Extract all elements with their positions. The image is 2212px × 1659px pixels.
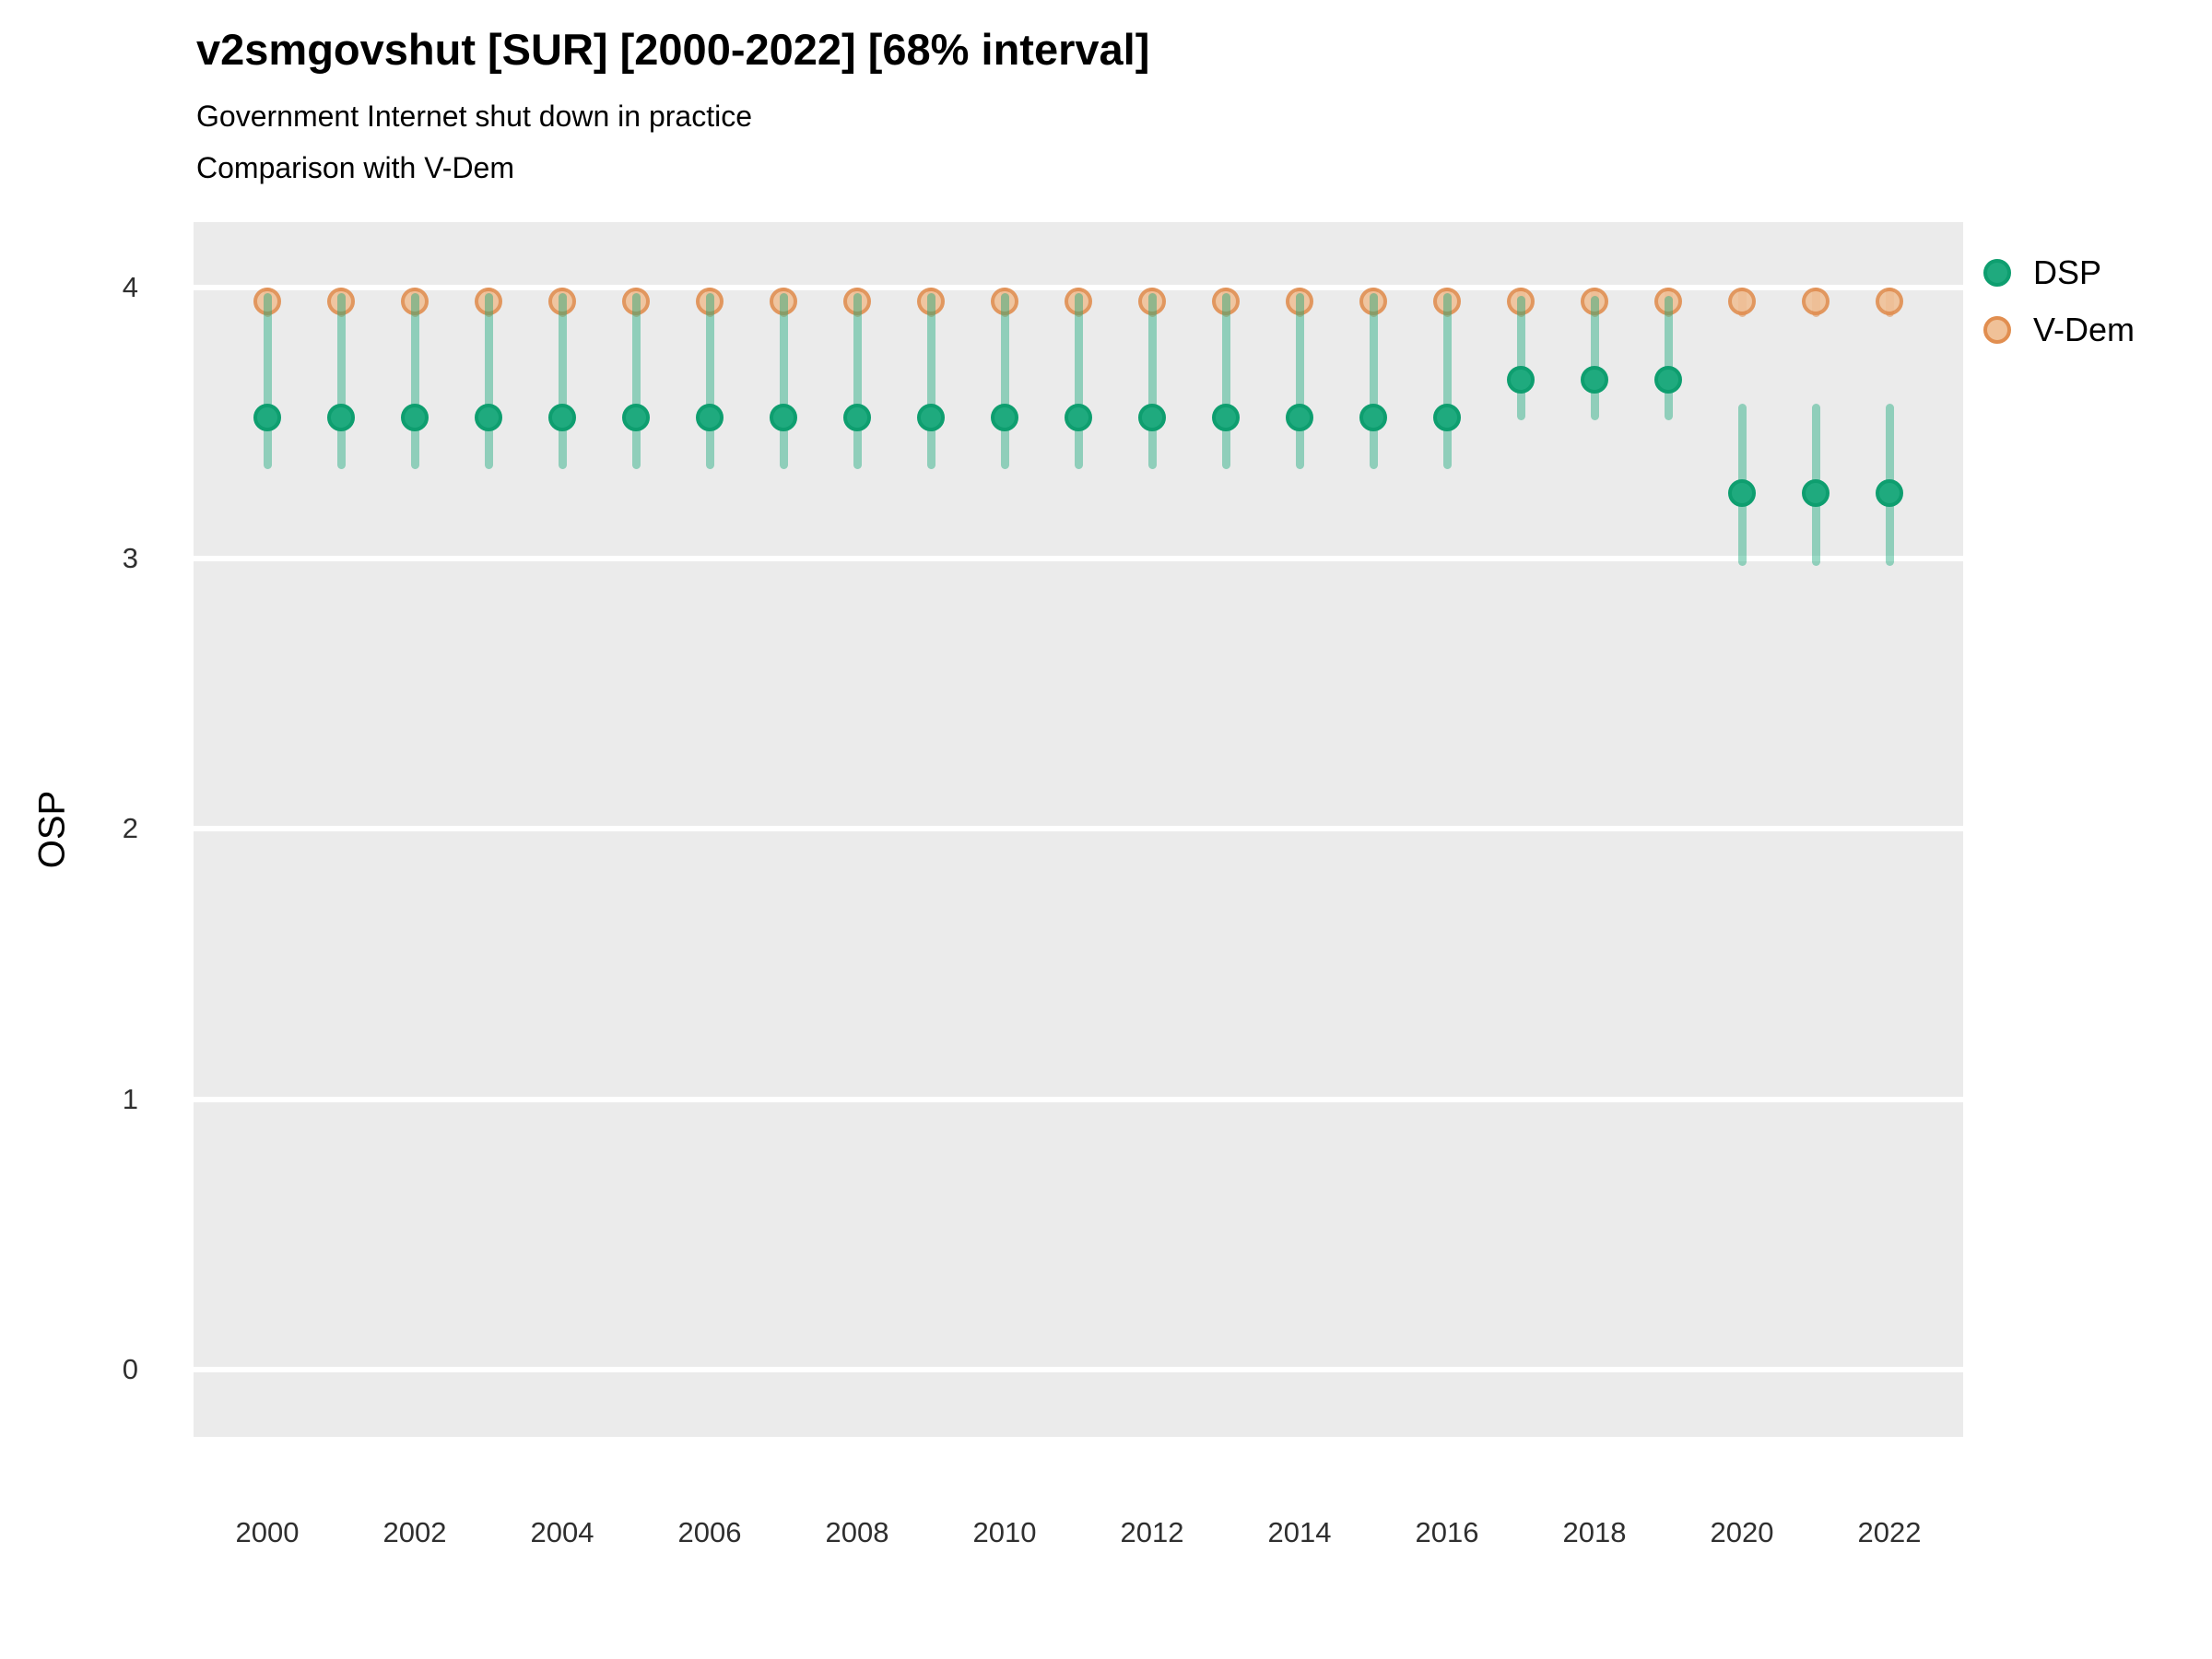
vdem-point-2009 (917, 287, 945, 315)
vdem-point-2015 (1359, 287, 1387, 315)
gridline-y-0 (194, 1367, 1963, 1372)
dsp-interval-2010 (1000, 292, 1009, 469)
dsp-point-2002 (401, 403, 429, 431)
vdem-point-2020 (1728, 287, 1756, 315)
dsp-interval-2019 (1664, 295, 1673, 420)
dsp-point-2022 (1876, 479, 1903, 508)
x-tick-label-2000: 2000 (235, 1516, 300, 1548)
dsp-point-2007 (770, 403, 797, 431)
x-tick-label-2016: 2016 (1415, 1516, 1479, 1548)
dsp-point-2018 (1581, 365, 1608, 394)
vdem-point-2008 (843, 287, 871, 315)
chart-subtitle: Government Internet shut down in practic… (196, 100, 752, 133)
dsp-interval-2013 (1221, 292, 1230, 469)
dsp-interval-2003 (484, 292, 493, 469)
legend: DSP V-Dem (1983, 251, 2135, 365)
dsp-point-2000 (253, 403, 281, 431)
dsp-interval-2000 (263, 292, 272, 469)
y-tick-label-4: 4 (122, 271, 138, 303)
y-tick-label-0: 0 (122, 1353, 138, 1385)
y-tick-label-2: 2 (122, 812, 138, 844)
x-tick-label-2008: 2008 (825, 1516, 889, 1548)
dsp-interval-2009 (926, 292, 935, 469)
vdem-point-2017 (1507, 287, 1535, 315)
x-tick-label-2004: 2004 (530, 1516, 594, 1548)
dsp-point-2014 (1286, 403, 1313, 431)
x-tick-label-2002: 2002 (382, 1516, 447, 1548)
legend-entry-vdem: V-Dem (1983, 308, 2135, 352)
dsp-point-2017 (1507, 365, 1535, 394)
chart-title: v2smgovshut [SUR] [2000-2022] [68% inter… (196, 25, 1150, 74)
vdem-point-2019 (1654, 287, 1682, 315)
vdem-point-2014 (1286, 287, 1313, 315)
dsp-interval-2012 (1147, 292, 1157, 469)
dsp-interval-2015 (1369, 292, 1378, 469)
x-tick-label-2012: 2012 (1120, 1516, 1184, 1548)
dsp-interval-2006 (705, 292, 714, 469)
dsp-interval-2007 (779, 292, 788, 469)
gridline-y-2 (194, 826, 1963, 831)
dsp-interval-2018 (1590, 295, 1599, 420)
dsp-point-2011 (1065, 403, 1092, 431)
dsp-interval-2014 (1295, 292, 1304, 469)
dsp-point-2019 (1654, 365, 1682, 394)
x-tick-label-2022: 2022 (1857, 1516, 1922, 1548)
vdem-point-2000 (253, 287, 281, 315)
dsp-point-2010 (991, 403, 1018, 431)
dsp-point-2001 (327, 403, 355, 431)
vdem-point-2005 (622, 287, 650, 315)
vdem-point-2006 (696, 287, 724, 315)
vdem-point-2011 (1065, 287, 1092, 315)
vdem-point-icon (1983, 316, 2011, 344)
dsp-interval-2001 (336, 292, 346, 469)
legend-label-dsp: DSP (2033, 253, 2102, 291)
y-tick-label-3: 3 (122, 541, 138, 574)
dsp-interval-2002 (410, 292, 419, 469)
x-tick-label-2006: 2006 (677, 1516, 742, 1548)
y-tick-label-1: 1 (122, 1082, 138, 1115)
vdem-point-2007 (770, 287, 797, 315)
dsp-point-2005 (622, 403, 650, 431)
dsp-interval-2017 (1516, 295, 1525, 420)
dsp-interval-2008 (853, 292, 862, 469)
vdem-point-2003 (475, 287, 502, 315)
dsp-interval-2005 (631, 292, 641, 469)
dsp-point-2015 (1359, 403, 1387, 431)
legend-label-vdem: V-Dem (2033, 311, 2136, 348)
vdem-point-2004 (548, 287, 576, 315)
vdem-point-2016 (1433, 287, 1461, 315)
vdem-point-2021 (1802, 287, 1830, 315)
dsp-interval-2004 (558, 292, 567, 469)
dsp-interval-2011 (1074, 292, 1083, 469)
dsp-point-2012 (1138, 403, 1166, 431)
vdem-point-2013 (1212, 287, 1240, 315)
x-tick-label-2018: 2018 (1562, 1516, 1627, 1548)
dsp-point-2009 (917, 403, 945, 431)
x-tick-label-2020: 2020 (1710, 1516, 1774, 1548)
plot-panel (194, 222, 1963, 1437)
vdem-point-2002 (401, 287, 429, 315)
legend-entry-dsp: DSP (1983, 251, 2135, 295)
dsp-point-2021 (1802, 479, 1830, 508)
dsp-point-2003 (475, 403, 502, 431)
gridline-y-1 (194, 1096, 1963, 1102)
x-tick-label-2010: 2010 (972, 1516, 1037, 1548)
dsp-point-icon (1983, 259, 2011, 287)
dsp-point-2013 (1212, 403, 1240, 431)
gridline-y-3 (194, 555, 1963, 561)
dsp-point-2004 (548, 403, 576, 431)
vdem-point-2012 (1138, 287, 1166, 315)
x-tick-label-2014: 2014 (1267, 1516, 1332, 1548)
vdem-point-2001 (327, 287, 355, 315)
dsp-interval-2016 (1442, 292, 1452, 469)
vdem-point-2022 (1876, 287, 1903, 315)
vdem-point-2010 (991, 287, 1018, 315)
vdem-point-2018 (1581, 287, 1608, 315)
dsp-point-2020 (1728, 479, 1756, 508)
chart-subtitle-comparison: Comparison with V-Dem (196, 151, 514, 184)
dsp-point-2008 (843, 403, 871, 431)
dsp-point-2016 (1433, 403, 1461, 431)
dsp-point-2006 (696, 403, 724, 431)
